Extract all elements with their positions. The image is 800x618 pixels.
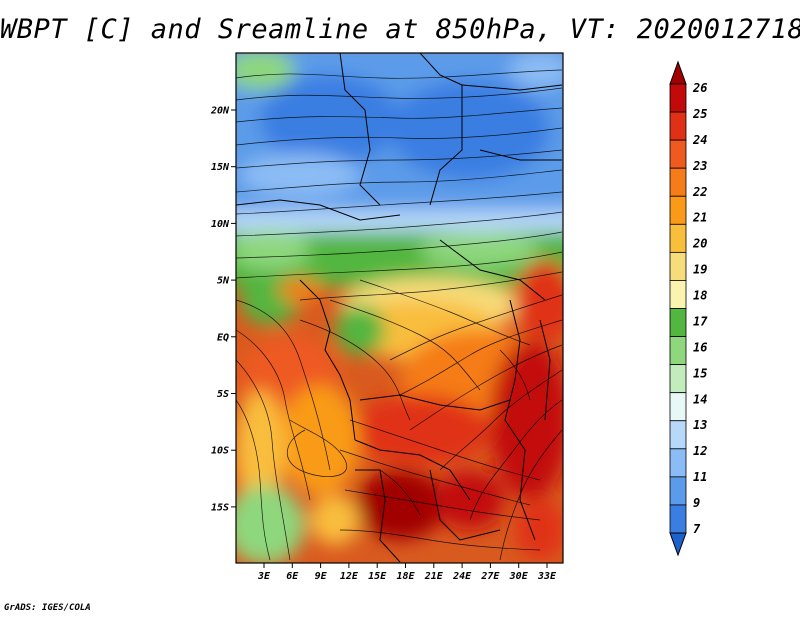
colorbar-segment (669, 420, 687, 450)
lon-label: 21E (424, 571, 444, 582)
lon-label: 12E (340, 571, 359, 582)
colorbar-label: 13 (693, 418, 707, 432)
colorbar-segment (669, 195, 687, 225)
colorbar-label: 12 (693, 444, 707, 458)
colorbar-segment (669, 504, 687, 534)
lat-label: 10N (211, 219, 230, 230)
lat-label: 20N (210, 106, 230, 117)
map-frame (235, 52, 564, 564)
lat-label: 5S (217, 389, 229, 400)
lon-label: 15E (368, 571, 387, 582)
colorbar-segment (669, 364, 687, 394)
colorbar-label: 19 (693, 263, 707, 277)
lon-label: 18E (396, 571, 415, 582)
colorbar-segment (669, 251, 687, 281)
colorbar-label: 16 (693, 340, 707, 354)
lon-label: 9E (315, 571, 328, 582)
colorbar-label: 9 (693, 496, 700, 510)
lon-label: 27E (480, 571, 500, 582)
colorbar-segment (669, 167, 687, 197)
colorbar-label: 17 (693, 314, 708, 328)
colorbar-segment (669, 139, 687, 169)
lat-label: 15N (211, 162, 230, 173)
lon-label: 24E (452, 571, 472, 582)
lat-label: 5N (217, 276, 230, 287)
colorbar-segment (669, 476, 687, 506)
lon-label: 6E (286, 571, 299, 582)
colorbar-label: 11 (693, 470, 707, 484)
colorbar-segment (669, 223, 687, 253)
latitude-axis: 20N 15N 10N 5N EQ 5S 10S 15S (210, 106, 236, 513)
colorbar-label: 21 (692, 211, 707, 225)
colorbar-label: 14 (693, 392, 707, 406)
colorbar-segment (669, 336, 687, 366)
colorbar-top-arrow (669, 60, 687, 85)
colorbar-label: 23 (692, 159, 707, 173)
colorbar-segment (669, 111, 687, 141)
map-title: WBPT [C] and Sreamline at 850hPa, VT: 20… (0, 14, 800, 45)
colorbar-label: 15 (693, 366, 707, 380)
colorbar-segment (669, 280, 687, 309)
lon-label: 30E (509, 571, 529, 582)
colorbar-label: 26 (692, 81, 707, 95)
colorbar-label: 24 (692, 133, 707, 147)
colorbar-segment (669, 308, 687, 337)
colorbar-label: 22 (692, 185, 707, 199)
lon-label: 3E (257, 571, 271, 582)
colorbar-label: 20 (692, 237, 707, 251)
lon-label: 33E (537, 571, 557, 582)
grads-credit: GrADS: IGES/COLA (4, 603, 91, 613)
wbpt-shaded-field (236, 53, 563, 563)
colorbar-segment (669, 83, 687, 113)
colorbar-segment (669, 448, 687, 478)
lat-label: 15S (211, 502, 229, 513)
colorbar-bottom-arrow (669, 532, 687, 557)
colorbar-label: 25 (692, 107, 707, 121)
lat-label: EQ (217, 332, 229, 343)
lat-label: 10S (211, 446, 229, 457)
colorbar-label: 18 (693, 289, 707, 303)
colorbar-label: 7 (693, 522, 701, 536)
colorbar: 26 25 24 23 22 21 20 19 18 17 16 15 14 13 12 11 9 7 (669, 60, 708, 557)
longitude-axis: 3E 6E 9E 12E 15E 18E 21E 24E 27E 30E 33E (257, 563, 557, 582)
colorbar-segment (669, 392, 687, 422)
